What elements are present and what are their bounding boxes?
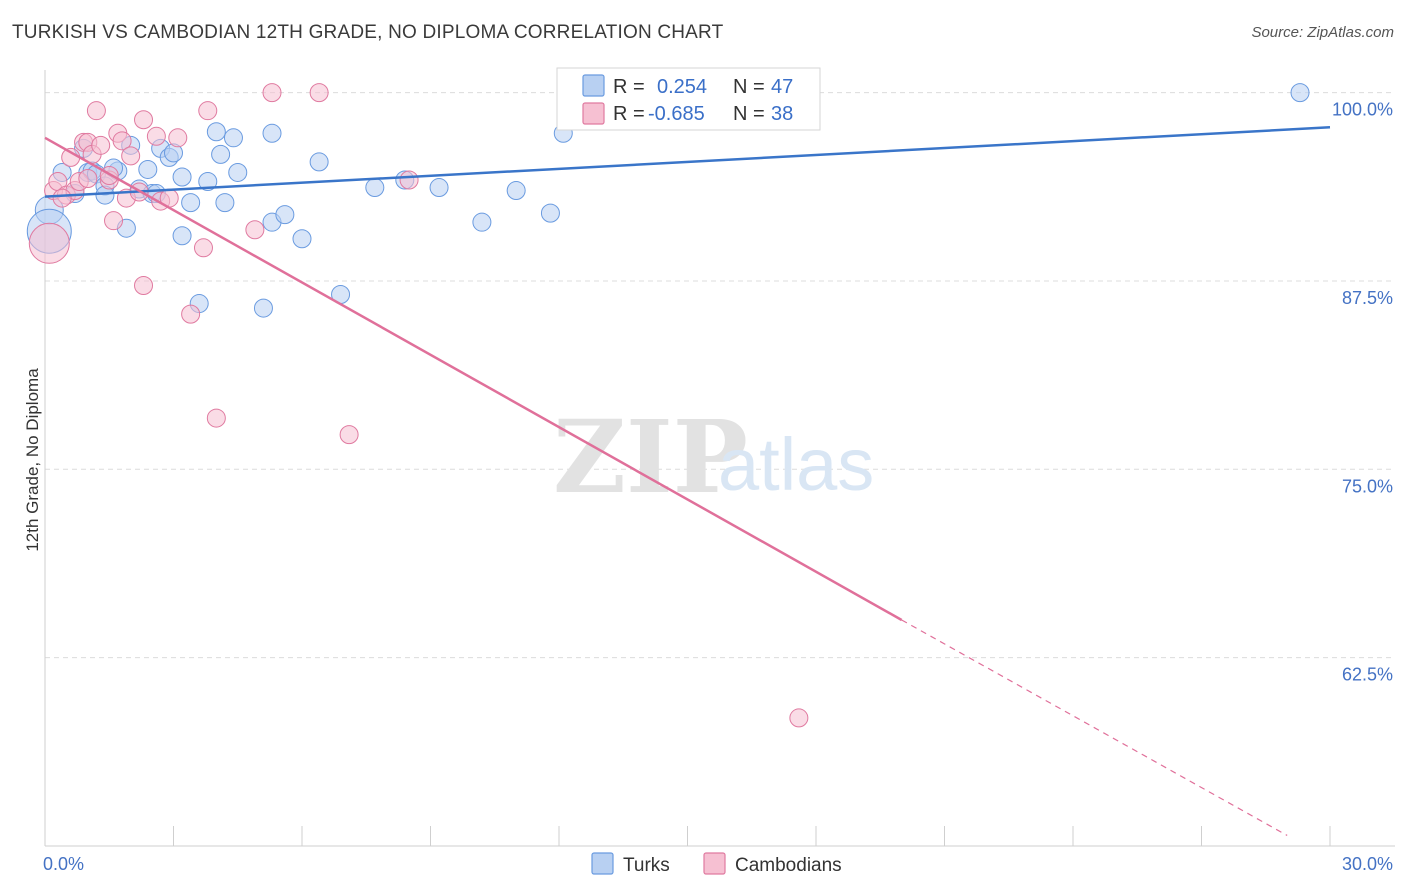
turks-point <box>181 193 201 213</box>
turks-point <box>506 181 526 201</box>
cambodians-point <box>193 238 213 258</box>
data-points <box>26 83 1310 728</box>
legend-r-label-turks: R = <box>613 76 645 98</box>
chart-title: TURKISH VS CAMBODIAN 12TH GRADE, NO DIPL… <box>12 22 724 43</box>
cambodians-point <box>245 220 265 240</box>
cambodians-point <box>339 425 359 445</box>
x-tick-label: 30.0% <box>1342 854 1393 874</box>
cambodians-point <box>309 83 329 103</box>
turks-point <box>138 159 158 179</box>
turks-point <box>292 229 312 249</box>
cambodians-point <box>399 170 419 190</box>
cambodians-point <box>78 168 98 188</box>
axes <box>44 70 1395 847</box>
bottom-legend-cambodians: Cambodians <box>735 855 842 876</box>
legend-r-value-cambodians: -0.685 <box>648 103 705 125</box>
cambodians-point <box>134 110 154 130</box>
watermark-atlas: atlas <box>718 423 874 506</box>
turks-point <box>211 144 231 164</box>
legend-swatch-cambodians <box>582 102 605 125</box>
turks-point <box>172 226 192 246</box>
bottom-legend: Turks Cambodians <box>591 852 842 876</box>
grid-lines <box>45 92 1395 659</box>
cambodians-point <box>134 275 154 295</box>
turks-point <box>223 128 243 148</box>
y-tick-label: 100.0% <box>1332 100 1393 120</box>
legend-swatch-turks <box>582 74 605 97</box>
turks-point <box>206 122 226 142</box>
bottom-legend-swatch-cambodians <box>703 852 726 875</box>
turks-point <box>228 162 248 182</box>
cambodians-point <box>91 135 111 155</box>
turks-point <box>172 167 192 187</box>
cambodians-point <box>168 128 188 148</box>
cambodians-point <box>52 188 72 208</box>
turks-point <box>1290 83 1310 103</box>
tick-labels: 100.0% 87.5% 75.0% 62.5% 0.0% 30.0% <box>43 100 1393 874</box>
legend-r-label-cambodians: R = <box>613 103 645 125</box>
y-tick-label: 62.5% <box>1342 665 1393 685</box>
turks-point <box>215 193 235 213</box>
watermark: ZIP atlas <box>553 398 874 516</box>
turks-point <box>198 172 218 192</box>
cambodians-point <box>262 83 282 103</box>
turks-point <box>309 152 329 172</box>
turks-trend-line <box>44 126 1331 198</box>
cambodians-point <box>112 131 132 151</box>
y-tick-label: 87.5% <box>1342 288 1393 308</box>
legend-n-value-cambodians: 38 <box>771 103 793 125</box>
cambodians-point <box>121 146 141 166</box>
cambodians-trend-extension <box>901 619 1288 836</box>
turks-point <box>365 178 385 198</box>
cambodians-point <box>104 211 124 231</box>
legend-n-label-cambodians: N = <box>733 103 765 125</box>
cambodians-point <box>198 101 218 121</box>
turks-point <box>540 203 560 223</box>
bottom-legend-turks: Turks <box>623 855 670 876</box>
cambodians-point <box>86 101 106 121</box>
legend-n-value-turks: 47 <box>771 76 793 98</box>
cambodians-point <box>28 222 70 264</box>
cambodians-trend-line <box>44 136 903 622</box>
turks-point <box>275 205 295 225</box>
turks-point <box>472 212 492 232</box>
cambodians-point <box>181 304 201 324</box>
cambodians-point <box>206 408 226 428</box>
x-tick-label: 0.0% <box>43 854 84 874</box>
cambodians-point <box>146 126 166 146</box>
legend: R = 0.254 N = 47 R = -0.685 N = 38 <box>556 67 821 131</box>
cambodians-point <box>789 708 809 728</box>
y-axis-label: 12th Grade, No Diploma <box>23 368 42 552</box>
watermark-zip: ZIP <box>553 398 748 516</box>
legend-n-label-turks: N = <box>733 76 765 98</box>
turks-point <box>262 123 282 143</box>
chart-source: Source: ZipAtlas.com <box>1251 24 1394 41</box>
turks-point <box>253 298 273 318</box>
trend-lines <box>44 126 1331 836</box>
legend-r-value-turks: 0.254 <box>657 76 707 98</box>
bottom-legend-swatch-turks <box>591 852 614 875</box>
turks-point <box>429 178 449 198</box>
y-tick-label: 75.0% <box>1342 476 1393 496</box>
